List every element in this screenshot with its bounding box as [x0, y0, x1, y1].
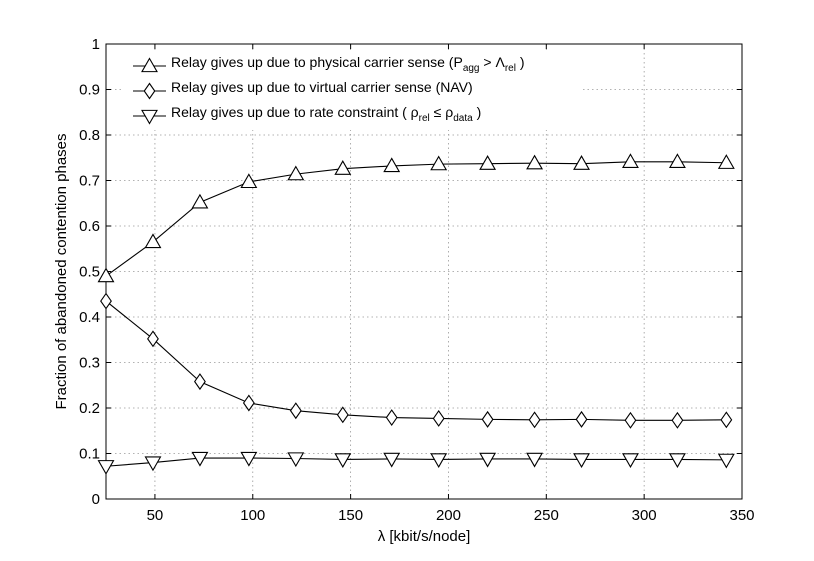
legend-label-3-sub-1: rel — [419, 113, 430, 124]
series-1-point — [334, 160, 352, 175]
series-3-line — [105, 457, 727, 467]
series-3-point — [334, 453, 352, 469]
legend-label-2-main: Relay gives up due to virtual carrier se… — [171, 79, 473, 95]
y-tick-label: 0.8 — [79, 127, 100, 144]
series-3-point — [479, 452, 497, 468]
legend-label-1-main: Relay gives up due to physical carrier s… — [171, 54, 463, 70]
series-1-point — [717, 154, 735, 169]
x-tick-label: 300 — [632, 507, 657, 524]
y-tick-label: 0.4 — [79, 309, 100, 326]
y-tick-label: 0.9 — [79, 82, 100, 99]
legend-entry-1: Relay gives up due to physical carrier s… — [133, 54, 525, 74]
series-1-point — [622, 153, 639, 169]
diamond-marker-icon — [143, 82, 156, 100]
legend-label-2: Relay gives up due to virtual carrier se… — [171, 79, 473, 95]
series-1-point — [191, 193, 209, 209]
series-3-point — [191, 451, 209, 467]
legend-label-3-sub-2: data — [453, 113, 473, 124]
y-tick-label: 0.5 — [79, 264, 100, 281]
y-tick-label: 1 — [92, 36, 100, 53]
y-tick-label: 0.6 — [79, 218, 100, 235]
series-3-point — [668, 453, 686, 469]
series-1-line — [105, 161, 727, 277]
legend-label-1: Relay gives up due to physical carrier s… — [171, 54, 525, 74]
series-3-point — [97, 460, 115, 475]
series-2-point — [147, 330, 159, 348]
y-tick-label: 0 — [92, 491, 100, 508]
series-2-point — [336, 406, 349, 424]
series-1 — [97, 153, 735, 283]
series-2-point — [575, 410, 588, 428]
series-2-point — [481, 410, 494, 428]
series-2-point — [720, 411, 733, 429]
legend: Relay gives up due to physical carrier s… — [122, 52, 582, 130]
series-3-point — [240, 451, 258, 467]
legend-box — [122, 52, 582, 130]
series-2-point — [624, 411, 637, 429]
series-2-point — [100, 292, 112, 310]
series-3-point — [717, 453, 735, 469]
series-2 — [100, 292, 733, 429]
legend-label-1-mid: > Λ — [480, 54, 506, 70]
series-3-point — [144, 456, 162, 472]
series-3-point — [430, 453, 448, 469]
legend-label-3: Relay gives up due to rate constraint ( … — [171, 104, 481, 124]
series-1-point — [573, 155, 590, 170]
series-1-point — [479, 155, 497, 170]
series-3-point — [573, 453, 590, 469]
legend-entry-2: Relay gives up due to virtual carrier se… — [133, 79, 473, 100]
series-2-point — [671, 411, 684, 429]
series-3-point — [383, 452, 401, 468]
x-tick-label: 150 — [338, 507, 363, 524]
legend-label-1-sub-1: agg — [463, 63, 480, 74]
series-2-point — [432, 410, 445, 427]
x-tick-label: 350 — [729, 507, 754, 524]
series-1-point — [430, 155, 448, 171]
series-1-point — [383, 157, 401, 173]
x-tick-label: 100 — [240, 507, 265, 524]
series-1-point — [287, 165, 305, 181]
series-3-point — [287, 452, 305, 468]
y-tick-label: 0.3 — [79, 355, 100, 372]
series-1-point — [526, 154, 544, 170]
y-axis-label: Fraction of abandoned contention phases — [53, 133, 70, 409]
series-2-point — [242, 394, 255, 412]
x-tick-label: 50 — [147, 507, 164, 524]
series-3-point — [526, 452, 544, 468]
x-tick-label: 250 — [534, 507, 559, 524]
triangle-down-marker-icon — [141, 109, 158, 125]
legend-label-3-end: ) — [473, 104, 482, 120]
y-tick-label: 0.2 — [79, 400, 100, 417]
series-2-point — [194, 373, 206, 391]
series-1-point — [97, 267, 115, 283]
series-2-line — [105, 300, 727, 421]
legend-entry-3: Relay gives up due to rate constraint ( … — [133, 104, 481, 125]
series-layer — [97, 153, 735, 475]
legend-label-3-main: Relay gives up due to rate constraint ( … — [171, 104, 419, 120]
series-1-point — [144, 233, 162, 249]
series-2-point — [528, 411, 541, 429]
y-tick-label: 0.7 — [79, 173, 100, 190]
series-1-point — [668, 153, 686, 169]
series-2-point — [385, 409, 398, 427]
legend-label-3-mid: ≤ ρ — [430, 104, 453, 120]
series-3-point — [622, 453, 639, 469]
x-tick-label: 200 — [436, 507, 461, 524]
legend-label-1-end: ) — [516, 54, 525, 70]
y-tick-label: 0.1 — [79, 446, 100, 463]
legend-label-1-sub-2: rel — [505, 63, 516, 74]
axis-ticks: 50 100 150 200 250 300 350 0 0.1 0.2 0.3 0.4 0.5 0.6 0… — [79, 36, 754, 524]
series-1-point — [240, 173, 258, 189]
series-2-point — [289, 402, 302, 420]
series-3 — [97, 451, 735, 475]
x-axis-label: λ [kbit/s/node] — [378, 528, 471, 545]
triangle-up-marker-icon — [141, 57, 158, 73]
